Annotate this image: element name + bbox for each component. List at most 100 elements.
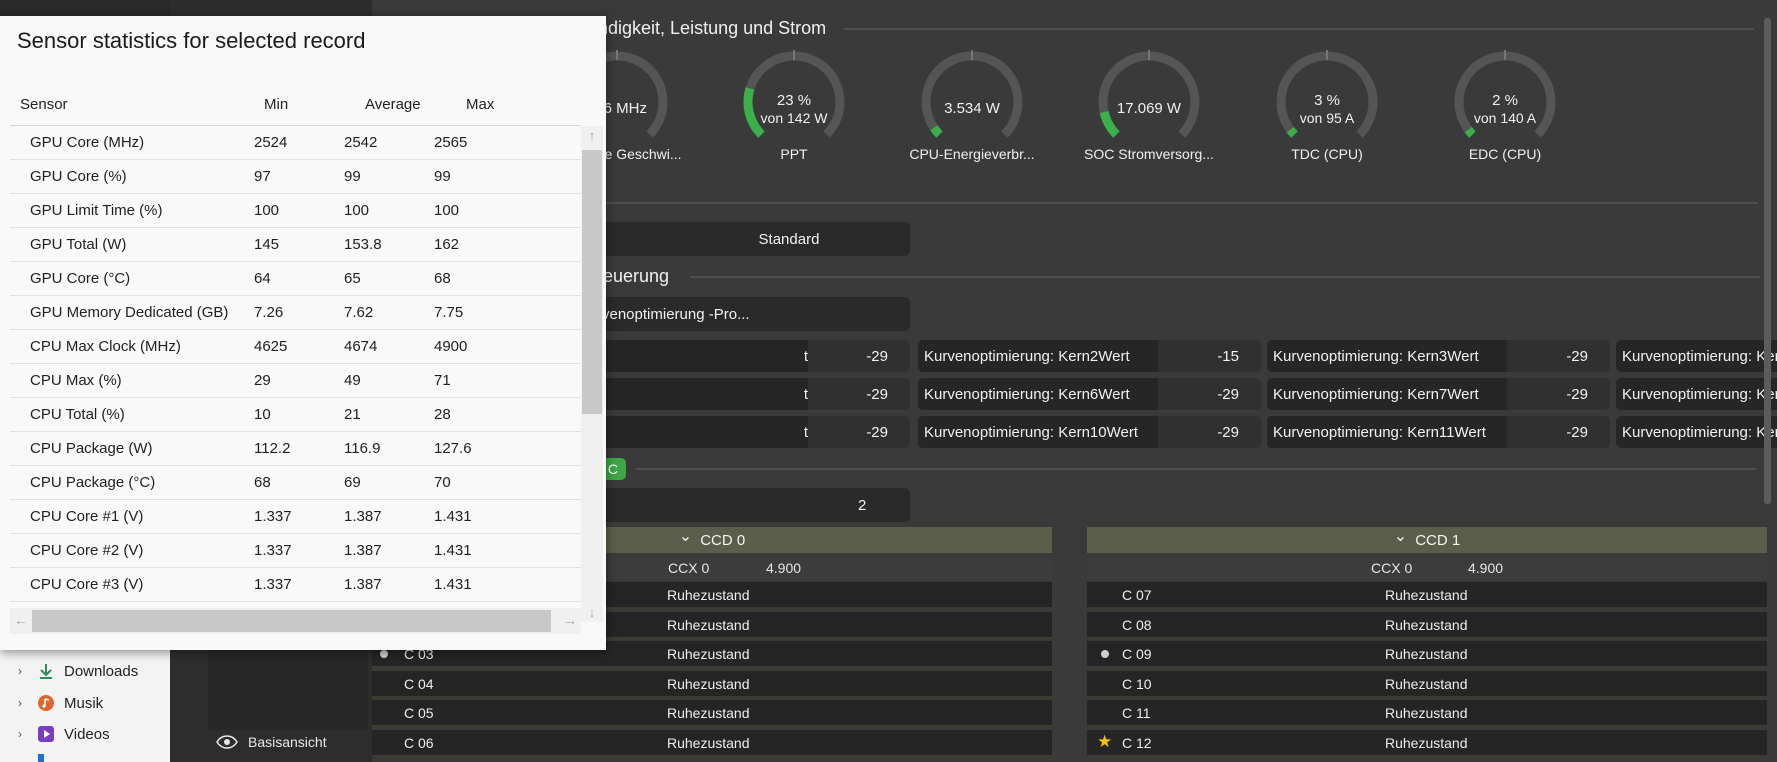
scroll-up-icon[interactable]: ↑ [588,128,596,143]
max-cell: 162 [434,236,460,253]
table-row[interactable]: GPU Core (MHz) 2524 2542 2565 [10,126,581,160]
core-state: Ruhezustand [1385,705,1468,722]
curve-optimizer-cell[interactable]: t -29 [598,416,910,448]
core-row[interactable]: C 03 Ruhezustand [372,641,1052,669]
gauge-fill [1099,110,1120,138]
curve-optimizer-profile-button[interactable]: venoptimierung -Pro... [598,297,910,331]
average-cell: 116.9 [344,440,381,457]
horizontal-scroll-thumb[interactable] [32,610,551,632]
table-row[interactable]: CPU Core #3 (V) 1.337 1.387 1.431 [10,568,581,602]
chevron-right-icon[interactable]: › [18,727,22,741]
curve-cell-value[interactable]: -15 [1158,340,1261,372]
sensor-name-cell: CPU Package (°C) [30,474,156,491]
curve-optimizer-cell[interactable]: Kurvenoptimierung: Kern7Wert -29 [1267,378,1610,410]
vertical-scrollbar[interactable]: ↑ ↓ [581,126,603,622]
curve-optimizer-cell[interactable]: Kurvenoptimierung: Kern4Wert-29 [1616,340,1777,372]
column-header-average[interactable]: Average [365,96,421,113]
table-row[interactable]: CPU Package (W) 112.2 116.9 127.6 [10,432,581,466]
table-row[interactable]: GPU Memory Dedicated (GB) 7.26 7.62 7.75 [10,296,581,330]
core-row[interactable]: C 05 Ruhezustand [372,700,1052,728]
table-row[interactable]: CPU Max Clock (MHz) 4625 4674 4900 [10,330,581,364]
profile-standard-button[interactable]: Standard [598,222,910,256]
table-row[interactable]: GPU Core (%) 97 99 99 [10,160,581,194]
gauge-label: PPT [780,146,808,162]
curve-optimizer-profile-label: venoptimierung -Pro... [602,305,750,323]
max-cell: 7.75 [434,304,464,321]
vertical-scroll-thumb[interactable] [582,150,602,414]
ccd-count-field[interactable]: 2 [598,488,910,522]
core-row[interactable]: C 08 Ruhezustand [1087,611,1767,639]
curve-optimizer-cell[interactable]: Kurvenoptimierung: Kern12Wert-29 [1616,416,1777,448]
min-cell: 145 [254,236,280,253]
curve-optimizer-cell[interactable]: Kurvenoptimierung: Kern2Wert -15 [918,340,1261,372]
ccd-header[interactable]: ⌄ CCD 1 [1087,527,1767,553]
column-header-max[interactable]: Max [466,96,495,113]
ccx-label: CCX 0 [668,560,710,576]
nav-item-label: Musik [64,694,104,712]
chevron-down-icon[interactable]: ⌄ [678,528,693,545]
core-state: Ruhezustand [1385,646,1468,663]
gauge: 3.534 W CPU-Energieverbr... [882,44,1062,174]
table-header: Sensor Min Average Max [10,80,581,126]
gauge-fill [930,125,943,138]
chevron-down-icon[interactable]: ⌄ [1393,528,1408,545]
min-cell: 10 [254,406,271,423]
scroll-right-icon[interactable]: → [563,612,577,628]
core-row[interactable]: C 04 Ruhezustand [372,670,1052,698]
table-row[interactable]: CPU Core #2 (V) 1.337 1.387 1.431 [10,534,581,568]
average-cell: 69 [344,474,361,491]
curve-optimizer-cell[interactable]: Kurvenoptimierung: Kern8Wert-29 [1616,378,1777,410]
curve-cell-value[interactable]: -29 [1507,340,1610,372]
curve-optimizer-cell[interactable]: Kurvenoptimierung: Kern10Wert -29 [918,416,1261,448]
table-row[interactable]: CPU Core #1 (V) 1.337 1.387 1.431 [10,500,581,534]
curve-optimizer-cell[interactable]: Kurvenoptimierung: Kern11Wert -29 [1267,416,1610,448]
curve-optimizer-cell[interactable]: t -29 [598,378,910,410]
core-name: C 08 [1122,616,1152,633]
core-state: Ruhezustand [1385,587,1468,603]
sensor-name-cell: GPU Limit Time (%) [30,202,163,219]
chevron-right-icon[interactable]: › [18,696,22,710]
chevron-right-icon[interactable]: › [18,664,22,678]
gauge: 2 % von 140 A EDC (CPU) [1415,44,1595,174]
column-header-min[interactable]: Min [264,96,289,113]
curve-optimizer-cell[interactable]: Kurvenoptimierung: Kern6Wert -29 [918,378,1261,410]
table-row[interactable]: GPU Total (W) 145 153.8 162 [10,228,581,262]
curve-cell-value[interactable]: -29 [808,378,910,410]
explorer-top-band [0,0,170,20]
basic-view-button[interactable]: Basisansicht [216,734,327,750]
core-row[interactable]: C 06 Ruhezustand [372,730,1052,757]
curve-cell-value[interactable]: -29 [808,340,910,372]
max-cell: 127.6 [434,440,472,457]
table-row[interactable]: GPU Limit Time (%) 100 100 100 [10,194,581,228]
column-header-sensor[interactable]: Sensor [20,96,68,113]
gauge-sub-value: von 95 A [1299,110,1355,126]
scroll-left-icon[interactable]: ← [14,612,28,628]
gauge-dial [1454,50,1556,138]
scroll-down-icon[interactable]: ↓ [588,605,596,620]
curve-cell-value[interactable]: -29 [1158,416,1261,448]
horizontal-scrollbar[interactable]: ← → [10,608,581,634]
section-divider [690,276,1760,278]
gauge-label: EDC (CPU) [1468,146,1542,162]
core-row[interactable]: C 09 Ruhezustand [1087,641,1767,669]
curve-cell-value[interactable]: -29 [1158,378,1261,410]
table-row[interactable]: GPU Core (°C) 64 65 68 [10,262,581,296]
curve-cell-value[interactable]: -29 [1507,416,1610,448]
curve-optimizer-cell[interactable]: t -29 [598,340,910,372]
core-row[interactable]: C 07 Ruhezustand [1087,582,1767,609]
table-row[interactable]: CPU Max (%) 29 49 71 [10,364,581,398]
core-row[interactable]: C 11 Ruhezustand [1087,700,1767,728]
active-core-dot-icon [380,650,388,659]
main-scrollbar[interactable] [1764,18,1771,504]
nav-item-videos[interactable]: › Videos [18,721,110,747]
curve-optimizer-cell[interactable]: Kurvenoptimierung: Kern3Wert -29 [1267,340,1610,372]
gauge-label: SOC Stromversorg... [1084,146,1214,162]
table-row[interactable]: CPU Total (%) 10 21 28 [10,398,581,432]
curve-cell-value[interactable]: -29 [808,416,910,448]
curve-cell-value[interactable]: -29 [1507,378,1610,410]
table-row[interactable]: CPU Package (°C) 68 69 70 [10,466,581,500]
nav-item-downloads[interactable]: › Downloads [18,658,138,684]
core-row[interactable]: C 10 Ruhezustand [1087,670,1767,698]
nav-item-musik[interactable]: › Musik [18,690,103,716]
core-row[interactable]: ★ C 12 Ruhezustand [1087,730,1767,757]
